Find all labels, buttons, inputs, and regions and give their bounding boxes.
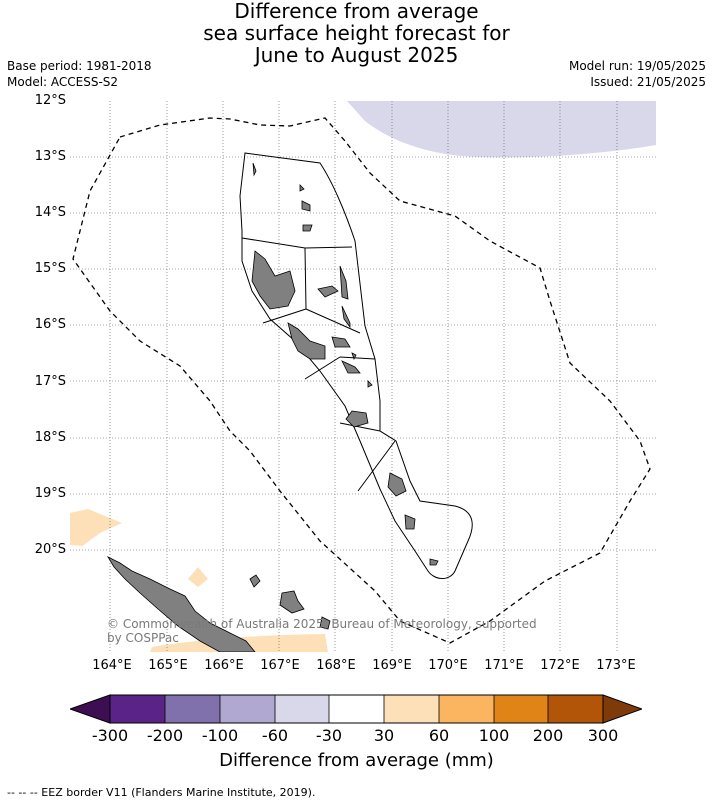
colorbar-tick: -100 <box>201 726 239 745</box>
province-outline <box>239 152 473 579</box>
colorbar-tick: 300 <box>587 726 619 745</box>
island-tanna <box>404 514 416 530</box>
eez-border <box>72 117 651 644</box>
lon-label-164e: 164°E <box>92 658 132 673</box>
lat-label-17s: 17°S <box>34 374 66 389</box>
lat-label-15s: 15°S <box>34 261 66 276</box>
island-paama <box>351 352 357 361</box>
island-banks-2 <box>301 200 311 212</box>
island-ambae <box>317 285 339 298</box>
island-loyalty-lifou <box>279 590 305 614</box>
colorbar-tick: -200 <box>146 726 184 745</box>
colorbar-frame <box>109 694 604 724</box>
colorbar-tick: 60 <box>428 726 450 745</box>
colorbar-extend-low <box>70 694 111 724</box>
island-efate <box>345 410 369 428</box>
lon-label-173e: 173°E <box>596 658 636 673</box>
title-line-2: sea surface height forecast for <box>203 21 510 45</box>
lon-label-166e: 166°E <box>204 658 244 673</box>
colorbar-bin-1 <box>110 695 165 723</box>
island-loyalty-ouvea <box>249 574 261 588</box>
colorbar <box>70 694 642 724</box>
lat-label-16s: 16°S <box>34 317 66 332</box>
lon-label-171e: 171°E <box>484 658 524 673</box>
copyright-line-1: © Commonwealth of Australia 2025, Bureau… <box>107 617 537 631</box>
island-shepherd <box>367 380 373 388</box>
lat-label-13s: 13°S <box>34 149 66 164</box>
colorbar-bin-6 <box>384 695 439 723</box>
colorbar-tick: 100 <box>478 726 510 745</box>
island-torres <box>252 162 257 177</box>
lat-label-19s: 19°S <box>34 486 66 501</box>
lon-label-167e: 167°E <box>260 658 300 673</box>
island-maewo <box>341 305 351 329</box>
island-ambrym <box>331 336 351 348</box>
lon-label-168e: 168°E <box>316 658 356 673</box>
meta-left: Base period: 1981-2018 Model: ACCESS-S2 <box>7 58 152 90</box>
colorbar-bin-7 <box>439 695 494 723</box>
island-aneityum <box>429 558 439 566</box>
island-epi <box>341 360 361 374</box>
legend-footnote: -- -- -- EEZ border V11 (Flanders Marine… <box>7 786 316 799</box>
island-erromango <box>387 472 407 497</box>
colorbar-label: Difference from average (mm) <box>219 750 494 771</box>
colorbar-dividers <box>164 695 549 723</box>
lon-label-165e: 165°E <box>148 658 188 673</box>
colorbar-bin-9 <box>548 695 603 723</box>
copyright-notice: © Commonwealth of Australia 2025, Bureau… <box>107 617 537 645</box>
island-banks-3 <box>302 224 313 232</box>
island-banks-1 <box>299 184 305 192</box>
island-pentecost <box>339 265 349 300</box>
colorbar-tick: -300 <box>91 726 129 745</box>
colorbar-extend-high <box>602 694 642 724</box>
anomaly-positive-patch-small <box>188 567 208 587</box>
colorbar-bin-4 <box>275 695 329 723</box>
lat-label-12s: 12°S <box>34 93 66 108</box>
map-title: Difference from average sea surface heig… <box>0 0 713 66</box>
colorbar-bin-8 <box>494 695 548 723</box>
model-name: Model: ACCESS-S2 <box>7 75 119 89</box>
model-run: Model run: 19/05/2025 <box>568 59 706 73</box>
colorbar-tick: -60 <box>261 726 289 745</box>
province-dividers <box>241 237 396 492</box>
colorbar-tick: 30 <box>373 726 395 745</box>
map-panel <box>70 101 656 652</box>
copyright-line-2: by COSPPac <box>107 631 179 645</box>
colorbar-bin-5 <box>329 695 384 723</box>
lon-label-172e: 172°E <box>540 658 580 673</box>
colorbar-tick: -30 <box>315 726 343 745</box>
island-malekula <box>287 322 326 360</box>
title-line-3: June to August 2025 <box>254 43 459 67</box>
meta-right: Model run: 19/05/2025 Issued: 21/05/2025 <box>569 58 706 90</box>
title-line-1: Difference from average <box>234 0 479 23</box>
lat-label-20s: 20°S <box>34 542 66 557</box>
island-espiritu-santo <box>251 250 296 310</box>
colorbar-bin-3 <box>220 695 275 723</box>
island-loyalty-mare <box>319 616 331 630</box>
island-new-caledonia <box>106 556 256 652</box>
lat-label-14s: 14°S <box>34 205 66 220</box>
land <box>106 162 439 652</box>
graticule <box>70 101 656 652</box>
issued-date: Issued: 21/05/2025 <box>590 75 706 89</box>
base-period: Base period: 1981-2018 <box>7 59 152 73</box>
lon-label-169e: 169°E <box>372 658 412 673</box>
colorbar-bin-2 <box>165 695 220 723</box>
anomaly-positive-patch-west <box>70 509 122 546</box>
lat-label-18s: 18°S <box>34 430 66 445</box>
lon-label-170e: 170°E <box>428 658 468 673</box>
colorbar-tick: 200 <box>532 726 564 745</box>
anomaly-negative-patch <box>347 101 656 158</box>
